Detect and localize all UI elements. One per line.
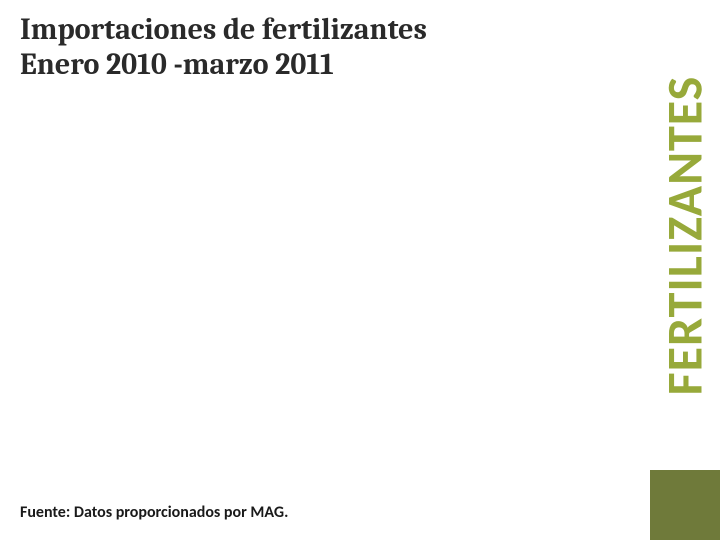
title-line-2: Enero 2010 -marzo 2011 [20,47,600,82]
title-block: Importaciones de fertilizantes Enero 201… [20,12,600,83]
title-line-1: Importaciones de fertilizantes [20,12,600,47]
slide: Importaciones de fertilizantes Enero 201… [0,0,720,540]
right-rail: FERTILIZANTES [650,0,720,540]
rail-bottom [650,470,720,540]
vertical-category-label: FERTILIZANTES [650,0,720,470]
source-footer: Fuente: Datos proporcionados por MAG. [20,503,288,522]
vertical-category-text: FERTILIZANTES [655,75,716,395]
